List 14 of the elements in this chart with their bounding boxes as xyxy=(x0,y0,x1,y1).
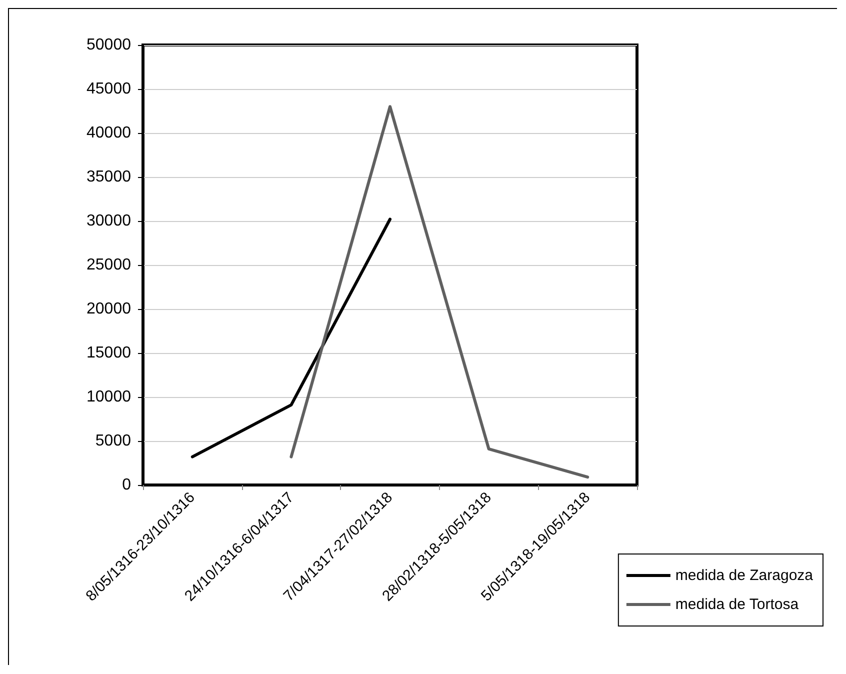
y-tick-label: 35000 xyxy=(86,168,132,186)
y-tick-label: 45000 xyxy=(86,80,132,98)
line-series xyxy=(290,105,590,479)
y-tick-label: 20000 xyxy=(86,300,132,318)
y-tick-label: 10000 xyxy=(86,388,132,406)
y-tick-label: 40000 xyxy=(86,124,132,142)
legend-label: medida de Tortosa xyxy=(675,596,800,613)
y-tick-label: 0 xyxy=(122,476,132,494)
y-tick-label: 5000 xyxy=(95,432,132,450)
y-tick-label: 15000 xyxy=(86,344,132,362)
y-tick-label: 30000 xyxy=(86,212,132,230)
legend-label: medida de Zaragoza xyxy=(675,567,814,584)
y-tick-label: 50000 xyxy=(86,36,132,54)
y-tick-label: 25000 xyxy=(86,256,132,274)
